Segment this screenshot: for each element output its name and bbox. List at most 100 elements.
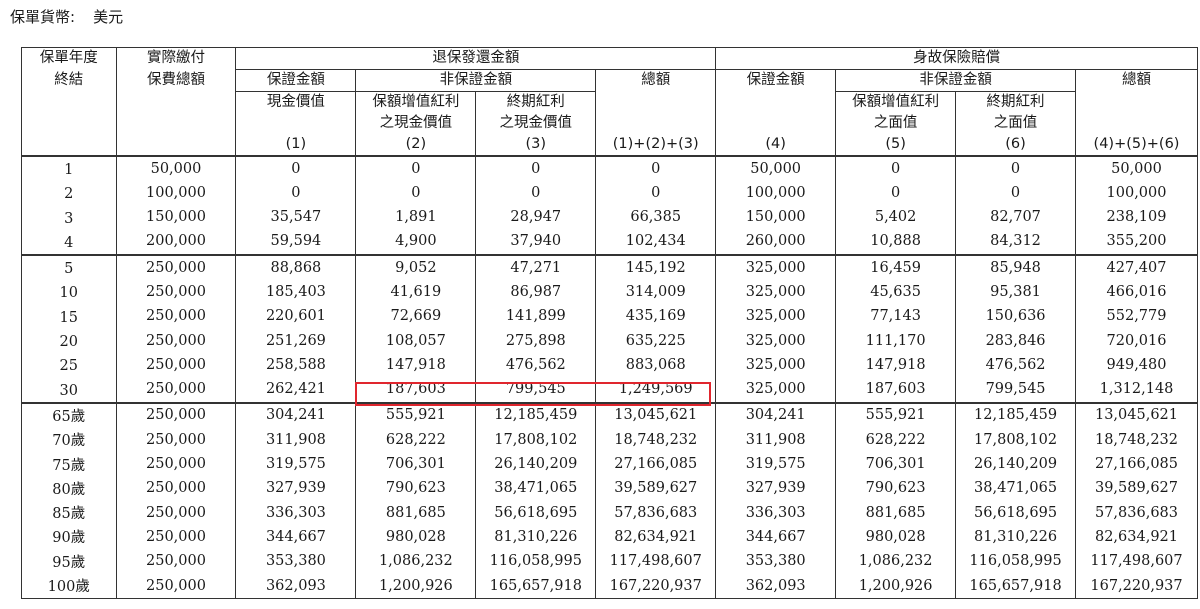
cell-rev-bonus-cash: 41,619: [355, 280, 477, 305]
table-header: 保單年度 實際繳付 退保發還金額 身故保險賠償 終結 保費總額 保證金額 非保證…: [21, 47, 1198, 157]
cell-death-total: 552,779: [1075, 304, 1198, 330]
header-rev-bonus-cash-line2: 之現金價值: [355, 113, 477, 134]
cell-death-total: 39,589,627: [1075, 476, 1198, 502]
cell-death-total: 466,016: [1075, 280, 1198, 305]
cell-death-guaranteed: 353,380: [715, 549, 837, 575]
cell-rev-bonus-face: 0: [835, 181, 957, 206]
cell-cash-value: 220,601: [235, 304, 357, 330]
cell-cash-value: 344,667: [235, 525, 357, 550]
cell-rev-bonus-face: 980,028: [835, 525, 957, 550]
cell-death-guaranteed: 362,093: [715, 574, 837, 600]
cell-surrender-total: 435,169: [595, 304, 717, 330]
cell-year: 95歲: [21, 549, 117, 575]
cell-rev-bonus-face: 147,918: [835, 353, 957, 378]
cell-term-bonus-face: 476,562: [955, 353, 1077, 378]
cell-rev-bonus-face: 77,143: [835, 304, 957, 330]
cell-term-bonus-face: 0: [955, 156, 1077, 182]
cell-death-total: 167,220,937: [1075, 574, 1198, 600]
cell-premium: 250,000: [116, 353, 237, 378]
cell-term-bonus-cash: 12,185,459: [475, 401, 597, 429]
cell-year: 2: [21, 181, 117, 206]
cell-year: 25: [21, 353, 117, 378]
header-n123: (1)+(2)+(3): [595, 134, 717, 157]
header-surrender-group: 退保發還金額: [235, 47, 717, 70]
cell-surrender-total: 57,836,683: [595, 501, 717, 526]
cell-year: 3: [21, 205, 117, 230]
cell-cash-value: 362,093: [235, 574, 357, 600]
cell-rev-bonus-face: 1,086,232: [835, 549, 957, 575]
cell-year: 1: [21, 156, 117, 182]
cell-rev-bonus-cash: 555,921: [355, 401, 477, 429]
table-row: 20 250,000 251,269 108,057 275,898 635,225 325…: [21, 329, 1198, 354]
cell-term-bonus-face: 283,846: [955, 329, 1077, 354]
cell-premium: 200,000: [116, 229, 237, 256]
cell-cash-value: 336,303: [235, 501, 357, 526]
cell-death-guaranteed: 50,000: [715, 156, 837, 182]
header-death-non-guaranteed: 非保證金額: [835, 69, 1077, 92]
table-row: 65歲 250,000 304,241 555,921 12,185,459 13,045…: [21, 401, 1198, 429]
cell-term-bonus-cash: 47,271: [475, 254, 597, 281]
cell-term-bonus-cash: 476,562: [475, 353, 597, 378]
header-term-bonus-face: 終期紅利: [955, 91, 1077, 113]
cell-year: 30: [21, 377, 117, 403]
cell-rev-bonus-cash: 1,891: [355, 205, 477, 230]
cell-cash-value: 251,269: [235, 329, 357, 354]
cell-term-bonus-face: 0: [955, 181, 1077, 206]
cell-surrender-total: 0: [595, 156, 717, 182]
cell-premium: 150,000: [116, 205, 237, 230]
cell-rev-bonus-face: 45,635: [835, 280, 957, 305]
cell-premium: 250,000: [116, 501, 237, 526]
cell-term-bonus-cash: 56,618,695: [475, 501, 597, 526]
cell-year: 65歲: [21, 401, 117, 429]
cell-surrender-total: 314,009: [595, 280, 717, 305]
cell-rev-bonus-cash: 147,918: [355, 353, 477, 378]
cell-term-bonus-cash: 38,471,065: [475, 476, 597, 502]
table-row: 5 250,000 88,868 9,052 47,271 145,192 325,000 1…: [21, 254, 1198, 281]
header-death-guaranteed: 保證金額: [715, 69, 837, 92]
cell-cash-value: 353,380: [235, 549, 357, 575]
cell-term-bonus-cash: 86,987: [475, 280, 597, 305]
cell-rev-bonus-face: 790,623: [835, 476, 957, 502]
cell-premium: 250,000: [116, 377, 237, 403]
cell-term-bonus-face: 82,707: [955, 205, 1077, 230]
cell-rev-bonus-face: 10,888: [835, 229, 957, 256]
table-row: 2 100,000 0 0 0 0 100,000 0 0 100,000: [21, 181, 1198, 206]
cell-term-bonus-face: 116,058,995: [955, 549, 1077, 575]
cell-surrender-total: 0: [595, 181, 717, 206]
cell-surrender-total: 66,385: [595, 205, 717, 230]
cell-term-bonus-cash: 275,898: [475, 329, 597, 354]
header-term-bonus-cash-line2: 之現金價值: [475, 113, 597, 134]
cell-rev-bonus-face: 0: [835, 156, 957, 182]
cell-rev-bonus-cash: 0: [355, 156, 477, 182]
cell-rev-bonus-cash: 1,086,232: [355, 549, 477, 575]
cell-death-total: 117,498,607: [1075, 549, 1198, 575]
cell-premium: 250,000: [116, 549, 237, 575]
cell-term-bonus-cash: 141,899: [475, 304, 597, 330]
table-row: 100歲 250,000 362,093 1,200,926 165,657,918 16…: [21, 574, 1198, 600]
cell-premium: 250,000: [116, 428, 237, 453]
currency-label: 保單貨幣:: [10, 8, 76, 26]
header-n456: (4)+(5)+(6): [1075, 134, 1198, 157]
table-row: 90歲 250,000 344,667 980,028 81,310,226 82,634…: [21, 525, 1198, 550]
cell-year: 100歲: [21, 574, 117, 600]
cell-term-bonus-face: 81,310,226: [955, 525, 1077, 550]
cell-rev-bonus-face: 111,170: [835, 329, 957, 354]
header-n6: (6): [955, 134, 1077, 157]
cell-year: 90歲: [21, 525, 117, 550]
cell-rev-bonus-cash: 1,200,926: [355, 574, 477, 600]
cell-term-bonus-face: 17,808,102: [955, 428, 1077, 453]
cell-death-guaranteed: 260,000: [715, 229, 837, 256]
header-term-bonus-cash: 終期紅利: [475, 91, 597, 113]
header-rev-bonus-face: 保額增值紅利: [835, 91, 957, 113]
header-death-group: 身故保險賠償: [715, 47, 1198, 70]
cell-premium: 250,000: [116, 329, 237, 354]
cell-rev-bonus-cash: 790,623: [355, 476, 477, 502]
cell-term-bonus-face: 165,657,918: [955, 574, 1077, 600]
cell-year: 10: [21, 280, 117, 305]
cell-premium: 250,000: [116, 452, 237, 477]
cell-term-bonus-face: 56,618,695: [955, 501, 1077, 526]
cell-cash-value: 0: [235, 181, 357, 206]
cell-death-total: 238,109: [1075, 205, 1198, 230]
cell-surrender-total: 82,634,921: [595, 525, 717, 550]
cell-term-bonus-cash: 28,947: [475, 205, 597, 230]
